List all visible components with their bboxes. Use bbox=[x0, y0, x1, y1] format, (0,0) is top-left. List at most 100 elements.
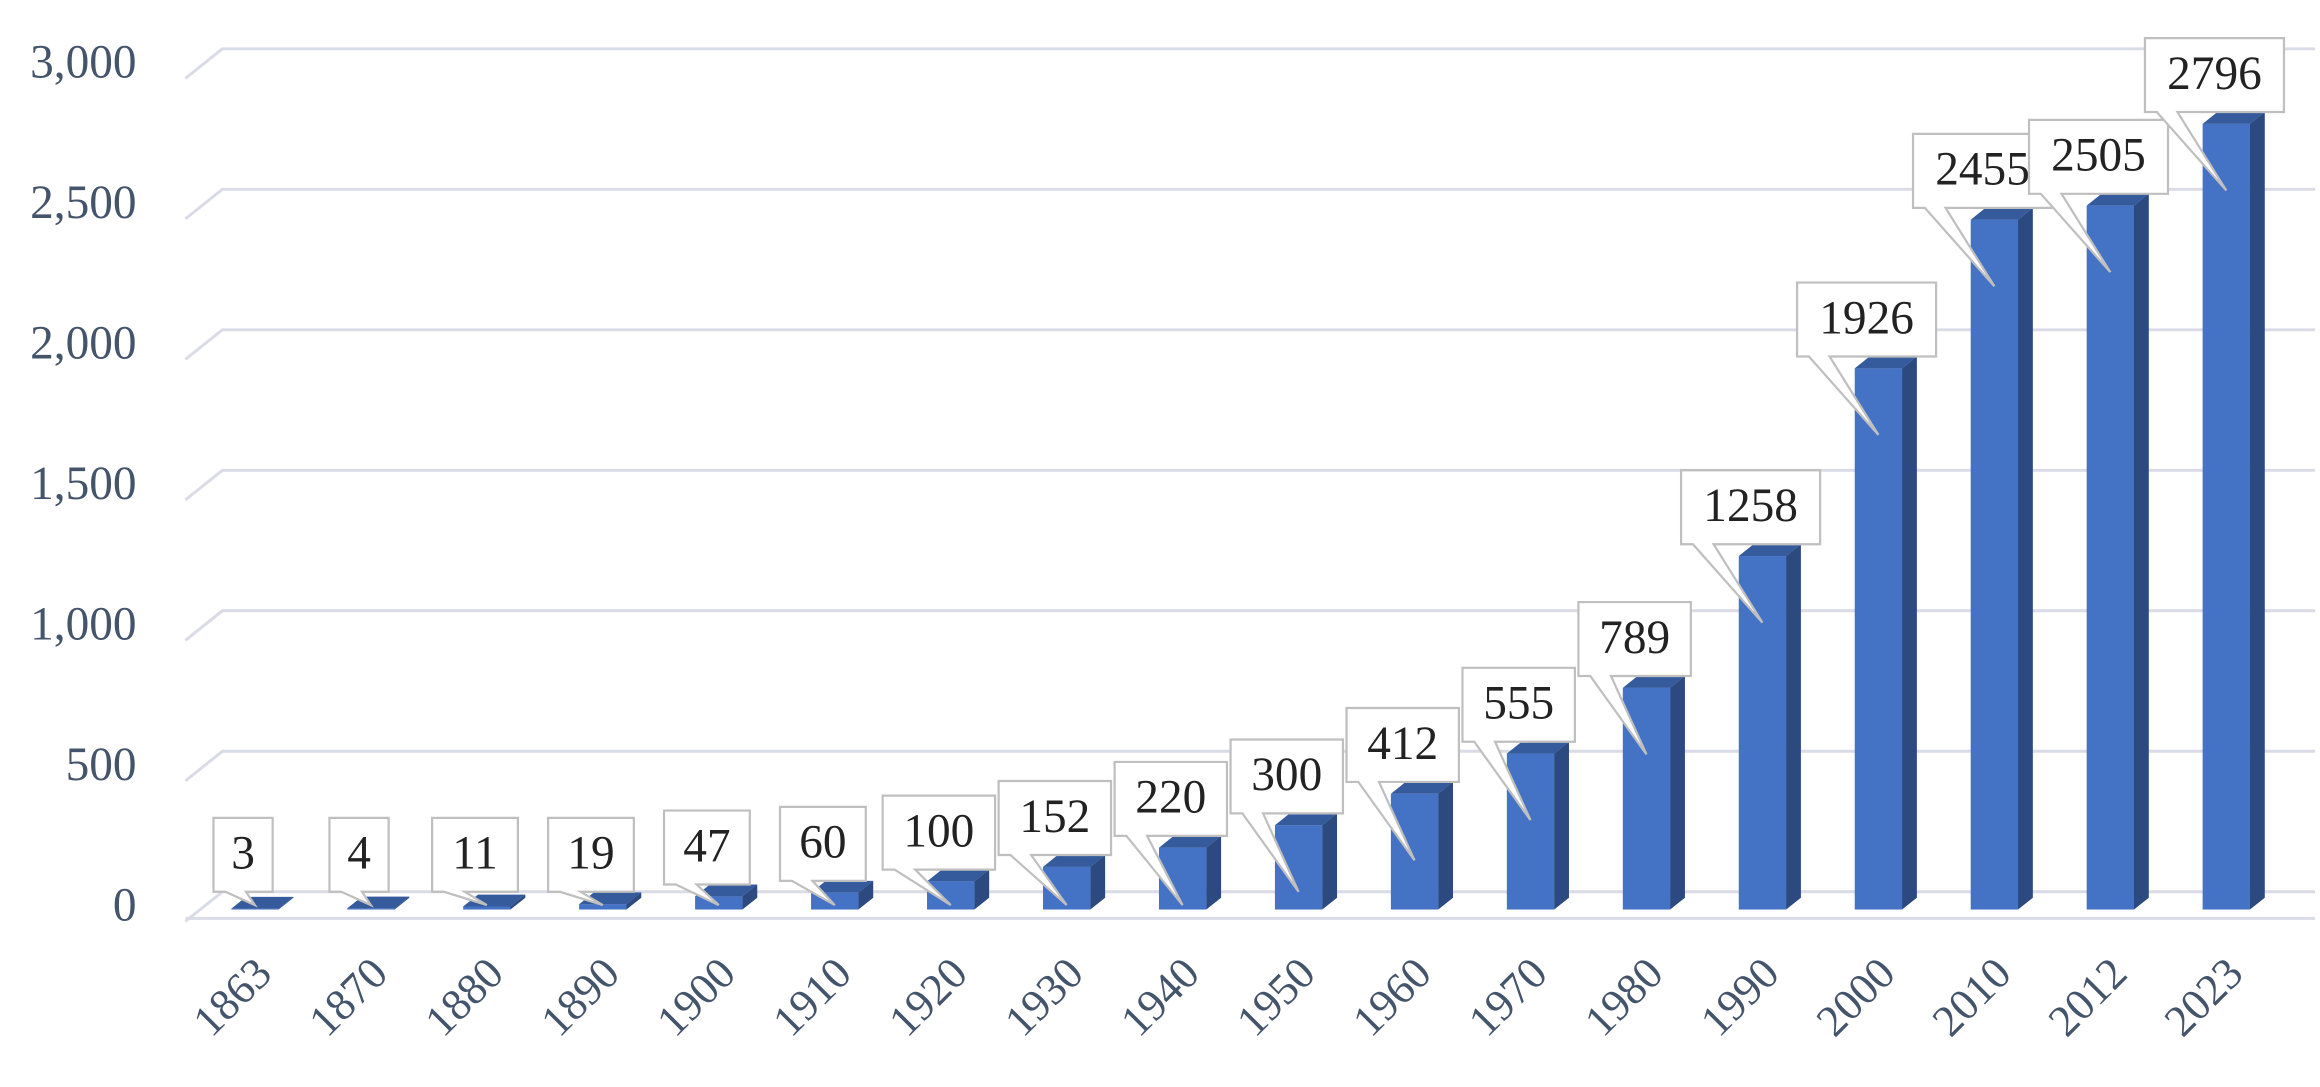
x-tick-label: 1980 bbox=[1574, 948, 1672, 1046]
bar-face bbox=[2018, 207, 2033, 910]
bar-face bbox=[626, 892, 642, 910]
callout-box bbox=[881, 794, 997, 907]
value-label: 3 bbox=[231, 828, 255, 880]
bar-face bbox=[1506, 741, 1569, 754]
value-label: 19 bbox=[567, 828, 614, 880]
bar-face bbox=[1738, 544, 1801, 557]
bar-face bbox=[347, 908, 395, 910]
bar-face bbox=[927, 869, 990, 882]
bar bbox=[2086, 193, 2149, 910]
bar-face bbox=[2018, 207, 2033, 910]
bar-face bbox=[1970, 207, 2033, 220]
value-label: 1926 bbox=[1819, 292, 1914, 344]
value-label: 152 bbox=[1019, 791, 1090, 843]
bar bbox=[1854, 356, 1917, 910]
x-tick-label: 1990 bbox=[1690, 948, 1788, 1046]
bar bbox=[1738, 544, 1801, 910]
callout-box bbox=[2027, 118, 2170, 273]
bar-face bbox=[1206, 835, 1222, 910]
callout-box bbox=[328, 816, 390, 908]
bar-face bbox=[1506, 753, 1555, 910]
bar-face bbox=[742, 884, 758, 910]
bar bbox=[1970, 207, 2033, 910]
bar-face bbox=[1738, 544, 1801, 557]
value-label: 11 bbox=[452, 828, 498, 880]
bar-face bbox=[695, 884, 758, 897]
bar bbox=[1390, 781, 1453, 910]
bar-face bbox=[1970, 207, 2033, 220]
bar-face bbox=[1042, 854, 1106, 867]
bar-face bbox=[2086, 193, 2149, 206]
grid-line bbox=[184, 328, 2316, 361]
x-tick-label: 2023 bbox=[2154, 948, 2252, 1046]
value-label: 789 bbox=[1599, 612, 1670, 664]
y-tick-label: 3,000 bbox=[30, 36, 136, 88]
bar-face bbox=[1854, 356, 1917, 369]
bar-face bbox=[742, 884, 758, 910]
bar-face bbox=[927, 869, 990, 882]
x-tick-label: 1970 bbox=[1459, 948, 1557, 1046]
bar bbox=[1506, 741, 1569, 910]
bar-face bbox=[278, 896, 294, 910]
bar-face bbox=[1042, 854, 1106, 867]
x-tick-label: 1880 bbox=[415, 948, 513, 1046]
bar-face bbox=[1670, 675, 1685, 910]
bar-face bbox=[695, 884, 758, 897]
bar-face bbox=[2202, 112, 2265, 124]
bar-face bbox=[2202, 123, 2250, 910]
callout-box bbox=[546, 816, 635, 907]
bar-face bbox=[1554, 741, 1569, 910]
value-label: 47 bbox=[683, 820, 730, 872]
bar-face bbox=[974, 869, 990, 910]
bar-face bbox=[2249, 112, 2265, 910]
bar-face bbox=[1670, 675, 1685, 910]
bar-face bbox=[1854, 356, 1917, 369]
bar-face bbox=[2133, 193, 2149, 910]
value-label: 555 bbox=[1483, 678, 1554, 730]
y-tick-label: 1,500 bbox=[30, 458, 136, 510]
y-tick-label: 2,500 bbox=[30, 177, 136, 229]
bar-face bbox=[2249, 112, 2265, 910]
bar-face bbox=[1786, 544, 1801, 910]
callout-box bbox=[212, 816, 274, 908]
callout-box bbox=[1679, 469, 1822, 624]
bar-face bbox=[394, 896, 410, 910]
grid-line bbox=[184, 187, 2316, 221]
bar-face bbox=[1738, 556, 1787, 910]
value-label: 2796 bbox=[2167, 48, 2262, 100]
callout-box bbox=[2143, 36, 2286, 192]
bar-face bbox=[1090, 854, 1106, 910]
x-tick-label: 2010 bbox=[1922, 948, 2020, 1046]
bar bbox=[2202, 112, 2265, 910]
bar-face bbox=[1970, 219, 2019, 910]
callout-box bbox=[1795, 281, 1938, 436]
x-tick-label: 1910 bbox=[763, 948, 861, 1046]
y-tick-label: 0 bbox=[113, 879, 137, 931]
x-tick-label: 1863 bbox=[183, 948, 281, 1046]
grid-line bbox=[184, 749, 2316, 783]
bar-face bbox=[2086, 193, 2149, 206]
bar-face bbox=[1158, 835, 1222, 848]
bar-face bbox=[1438, 781, 1453, 910]
bar-face bbox=[1322, 813, 1338, 910]
bar-face bbox=[1438, 781, 1453, 910]
bar-face bbox=[1158, 835, 1222, 848]
x-tick-label: 1950 bbox=[1227, 948, 1325, 1046]
bar-face bbox=[510, 894, 526, 910]
bar-face bbox=[1274, 813, 1338, 826]
bar-face bbox=[858, 880, 874, 910]
bar-face bbox=[1554, 741, 1569, 910]
bar-face bbox=[463, 906, 511, 910]
bar-face bbox=[1390, 793, 1439, 910]
x-tick-label: 1960 bbox=[1343, 948, 1441, 1046]
callout-box bbox=[1577, 600, 1692, 756]
bar-face bbox=[974, 869, 990, 910]
callout-box bbox=[1113, 760, 1229, 906]
callout-box bbox=[662, 809, 751, 907]
bar-face bbox=[1902, 356, 1917, 910]
callout-box bbox=[997, 779, 1113, 906]
bar-face bbox=[811, 880, 874, 893]
bar-face bbox=[1854, 368, 1903, 910]
